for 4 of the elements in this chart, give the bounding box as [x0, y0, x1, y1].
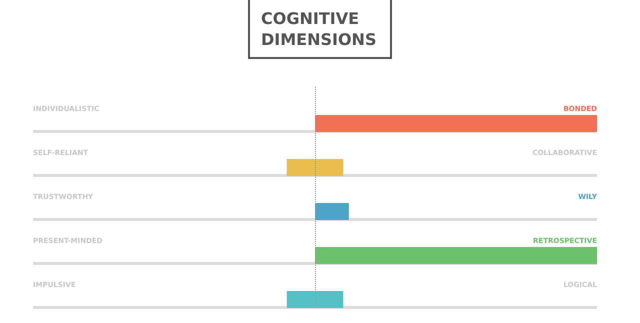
chart-title: COGNITIVE DIMENSIONS	[261, 9, 376, 49]
bar	[315, 203, 349, 220]
bar	[315, 247, 597, 264]
bar	[315, 115, 597, 132]
